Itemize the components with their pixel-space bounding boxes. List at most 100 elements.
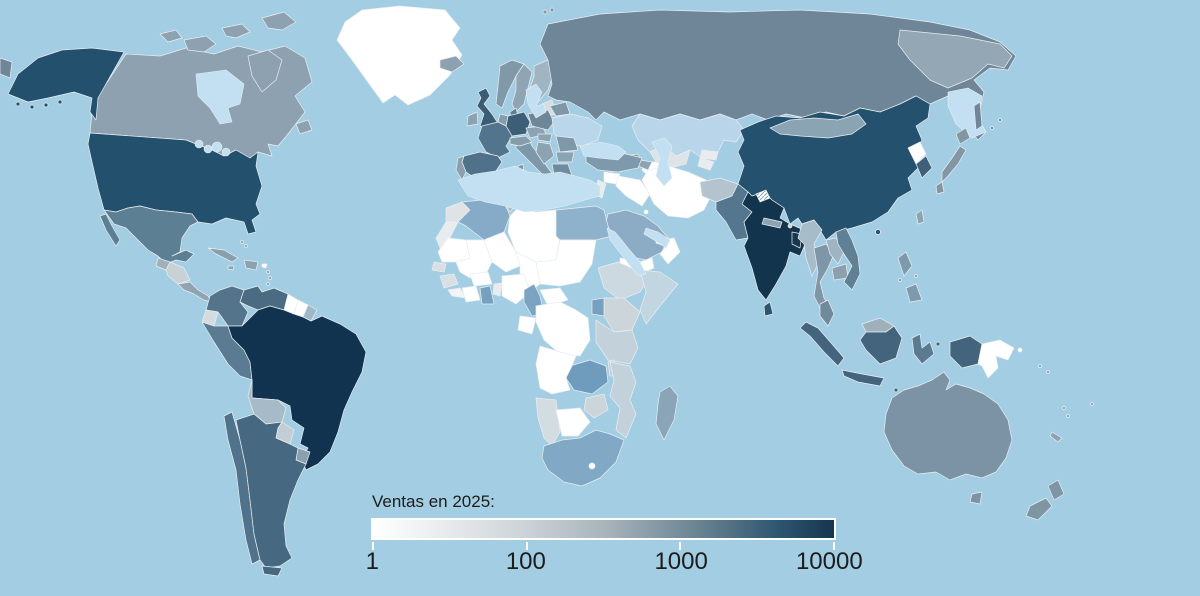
- country-balkans[interactable]: [535, 141, 555, 165]
- country-australia-tasmania[interactable]: [969, 491, 983, 505]
- country-sri-lanka[interactable]: [763, 301, 774, 317]
- country-lesser-antilles[interactable]: [266, 282, 270, 286]
- country-iceland[interactable]: [439, 55, 465, 73]
- country-sweden[interactable]: [511, 63, 533, 113]
- country-puerto-rico[interactable]: [261, 263, 268, 269]
- country-hispaniola[interactable]: [243, 259, 259, 271]
- country-canada-baffin-island[interactable]: [247, 49, 283, 93]
- country-uganda[interactable]: [591, 297, 605, 317]
- country-indonesia-kalimantan[interactable]: [859, 325, 903, 365]
- country-cuba[interactable]: [207, 247, 239, 263]
- aleutian-island[interactable]: [15, 101, 21, 107]
- country-bulgaria[interactable]: [555, 151, 575, 163]
- country-taiwan[interactable]: [915, 209, 925, 225]
- country-philippines-island[interactable]: [914, 274, 918, 278]
- country-mozambique[interactable]: [609, 361, 637, 439]
- country-nigeria[interactable]: [501, 273, 531, 305]
- country-mongolia[interactable]: [769, 113, 867, 139]
- country-malaysia-peninsula[interactable]: [819, 299, 835, 327]
- country-new-caledonia[interactable]: [1049, 431, 1063, 443]
- country-new-zealand-north[interactable]: [1047, 479, 1065, 501]
- country-papua-new-guinea[interactable]: [977, 339, 1015, 379]
- country-solomon[interactable]: [1046, 370, 1050, 374]
- country-lesotho[interactable]: [588, 462, 596, 470]
- country-argentina[interactable]: [235, 413, 307, 569]
- country-canada-newfoundland[interactable]: [295, 119, 313, 135]
- country-somalia[interactable]: [639, 269, 679, 325]
- country-central-african-republic[interactable]: [539, 287, 569, 307]
- country-romania[interactable]: [555, 135, 579, 153]
- country-svalbard[interactable]: [549, 7, 555, 13]
- country-kashmir-disputed[interactable]: [755, 189, 771, 203]
- country-tanzania[interactable]: [595, 319, 639, 365]
- country-france[interactable]: [477, 121, 513, 159]
- country-western-sahara[interactable]: [435, 221, 459, 249]
- country-zambia[interactable]: [565, 359, 609, 395]
- country-indonesia-sulawesi[interactable]: [911, 333, 935, 365]
- country-kyrgyzstan[interactable]: [699, 149, 719, 161]
- aleutian-island[interactable]: [43, 102, 49, 108]
- country-mexico-baja[interactable]: [99, 213, 121, 247]
- country-indonesia-java[interactable]: [841, 369, 885, 387]
- country-madagascar[interactable]: [655, 385, 679, 441]
- country-japan-honshu[interactable]: [941, 145, 967, 183]
- country-hungary[interactable]: [537, 133, 553, 143]
- country-india[interactable]: [741, 191, 815, 301]
- country-russia-kuril[interactable]: [998, 118, 1002, 122]
- country-ireland[interactable]: [466, 111, 479, 127]
- country-angola[interactable]: [535, 345, 577, 395]
- country-philippines-mindanao[interactable]: [905, 283, 923, 303]
- country-china-hainan[interactable]: [875, 229, 881, 235]
- country-bhutan[interactable]: [787, 223, 793, 229]
- country-philippines-island[interactable]: [898, 278, 902, 282]
- country-mexico[interactable]: [103, 205, 199, 265]
- country-indonesia-lesser-sunda[interactable]: [893, 387, 899, 393]
- country-indonesia-moluccas[interactable]: [935, 341, 941, 347]
- country-senegal[interactable]: [431, 261, 447, 273]
- country-jamaica[interactable]: [227, 265, 235, 271]
- country-bahamas[interactable]: [240, 240, 244, 244]
- country-north-korea[interactable]: [907, 141, 927, 165]
- country-lesser-antilles[interactable]: [268, 276, 272, 280]
- country-egypt[interactable]: [555, 205, 613, 241]
- country-ivory-coast[interactable]: [461, 285, 481, 303]
- country-russia-sakhalin[interactable]: [973, 101, 983, 131]
- country-japan-kyushu[interactable]: [935, 181, 945, 195]
- country-philippines-luzon[interactable]: [897, 251, 913, 277]
- country-guinea[interactable]: [439, 273, 459, 289]
- country-canada-ellesmere[interactable]: [261, 11, 297, 31]
- country-greenland[interactable]: [336, 5, 463, 106]
- country-zimbabwe[interactable]: [583, 393, 609, 419]
- country-togo-benin[interactable]: [492, 282, 503, 297]
- country-solomon[interactable]: [1038, 364, 1042, 368]
- country-south-africa[interactable]: [541, 429, 625, 487]
- country-usa-alaska[interactable]: [7, 47, 125, 121]
- country-russia-northeast[interactable]: [897, 29, 1013, 89]
- country-norway[interactable]: [495, 59, 525, 109]
- country-bahamas[interactable]: [244, 244, 248, 248]
- country-canada-arctic-island[interactable]: [221, 23, 251, 39]
- country-russia-kuril[interactable]: [990, 126, 994, 130]
- country-portugal[interactable]: [455, 155, 467, 181]
- country-canada-arctic-island2[interactable]: [159, 29, 183, 43]
- country-vanuatu[interactable]: [1066, 414, 1070, 418]
- country-svalbard[interactable]: [542, 9, 548, 15]
- country-lesser-antilles[interactable]: [266, 270, 270, 274]
- country-nepal[interactable]: [761, 217, 783, 229]
- country-tierra-del-fuego[interactable]: [261, 565, 283, 577]
- country-australia[interactable]: [883, 371, 1013, 481]
- country-canada-victoria-island[interactable]: [183, 35, 217, 53]
- country-iraq[interactable]: [615, 175, 651, 207]
- country-botswana[interactable]: [555, 407, 591, 437]
- country-burkina-faso[interactable]: [469, 271, 493, 287]
- country-drc[interactable]: [535, 301, 591, 357]
- country-syria[interactable]: [603, 171, 621, 185]
- country-gabon-congo[interactable]: [517, 315, 537, 335]
- country-png-new-britain[interactable]: [1017, 347, 1023, 353]
- country-russia-chukotka-wrap[interactable]: [0, 57, 13, 79]
- country-sudan[interactable]: [535, 239, 597, 287]
- aleutian-island[interactable]: [57, 99, 63, 105]
- country-vietnam[interactable]: [835, 227, 861, 291]
- country-fiji[interactable]: [1090, 402, 1094, 406]
- country-indonesia-sumatra[interactable]: [799, 321, 845, 367]
